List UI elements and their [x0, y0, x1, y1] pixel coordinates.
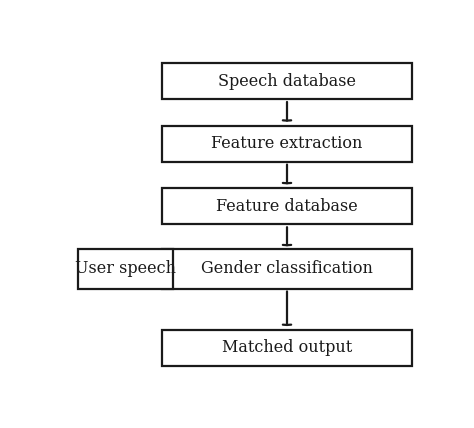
Text: Gender classification: Gender classification — [201, 260, 373, 277]
Text: Feature extraction: Feature extraction — [211, 135, 363, 152]
Text: User speech: User speech — [75, 260, 176, 277]
Text: Feature database: Feature database — [216, 198, 358, 215]
Bar — [162, 125, 412, 162]
Bar — [162, 330, 412, 366]
Bar — [78, 249, 173, 288]
Bar — [162, 188, 412, 224]
Bar — [162, 249, 412, 288]
Text: Speech database: Speech database — [218, 72, 356, 89]
Text: Matched output: Matched output — [222, 339, 352, 357]
Bar — [162, 63, 412, 99]
